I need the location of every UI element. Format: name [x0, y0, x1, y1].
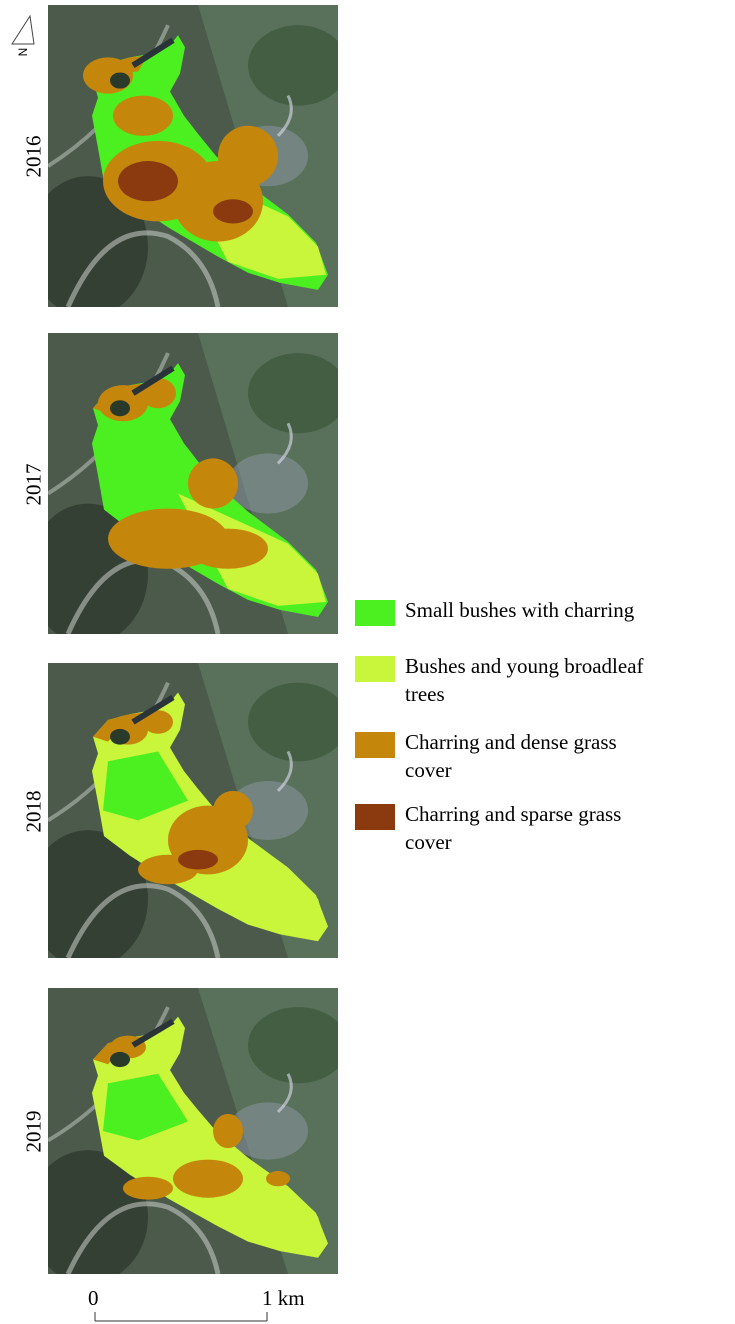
legend-label: Small bushes with charring	[405, 596, 735, 624]
legend-swatch	[355, 732, 395, 758]
year-label: 2019	[22, 1110, 47, 1154]
figure: N 0 1 km 2016 2017 2018 2019 Small bushes wi…	[0, 0, 735, 1324]
legend-label: Charring and sparse grass cover	[405, 800, 655, 856]
map-panel	[48, 663, 338, 958]
map-panel	[48, 5, 338, 307]
north-label: N	[16, 48, 30, 57]
scale-start: 0	[88, 1286, 99, 1311]
legend-swatch	[355, 600, 395, 626]
scale-end: 1 km	[262, 1286, 305, 1311]
scale-bar	[90, 1312, 280, 1324]
legend-label: Charring and dense grass cover	[405, 728, 655, 784]
legend-swatch	[355, 804, 395, 830]
legend-label: Bushes and young broadleaf trees	[405, 652, 655, 708]
year-label: 2016	[22, 135, 47, 179]
legend-swatch	[355, 656, 395, 682]
year-label: 2018	[22, 789, 47, 833]
north-arrow: N	[4, 14, 38, 62]
year-label: 2017	[22, 462, 47, 506]
map-panel	[48, 333, 338, 634]
map-panel	[48, 988, 338, 1274]
